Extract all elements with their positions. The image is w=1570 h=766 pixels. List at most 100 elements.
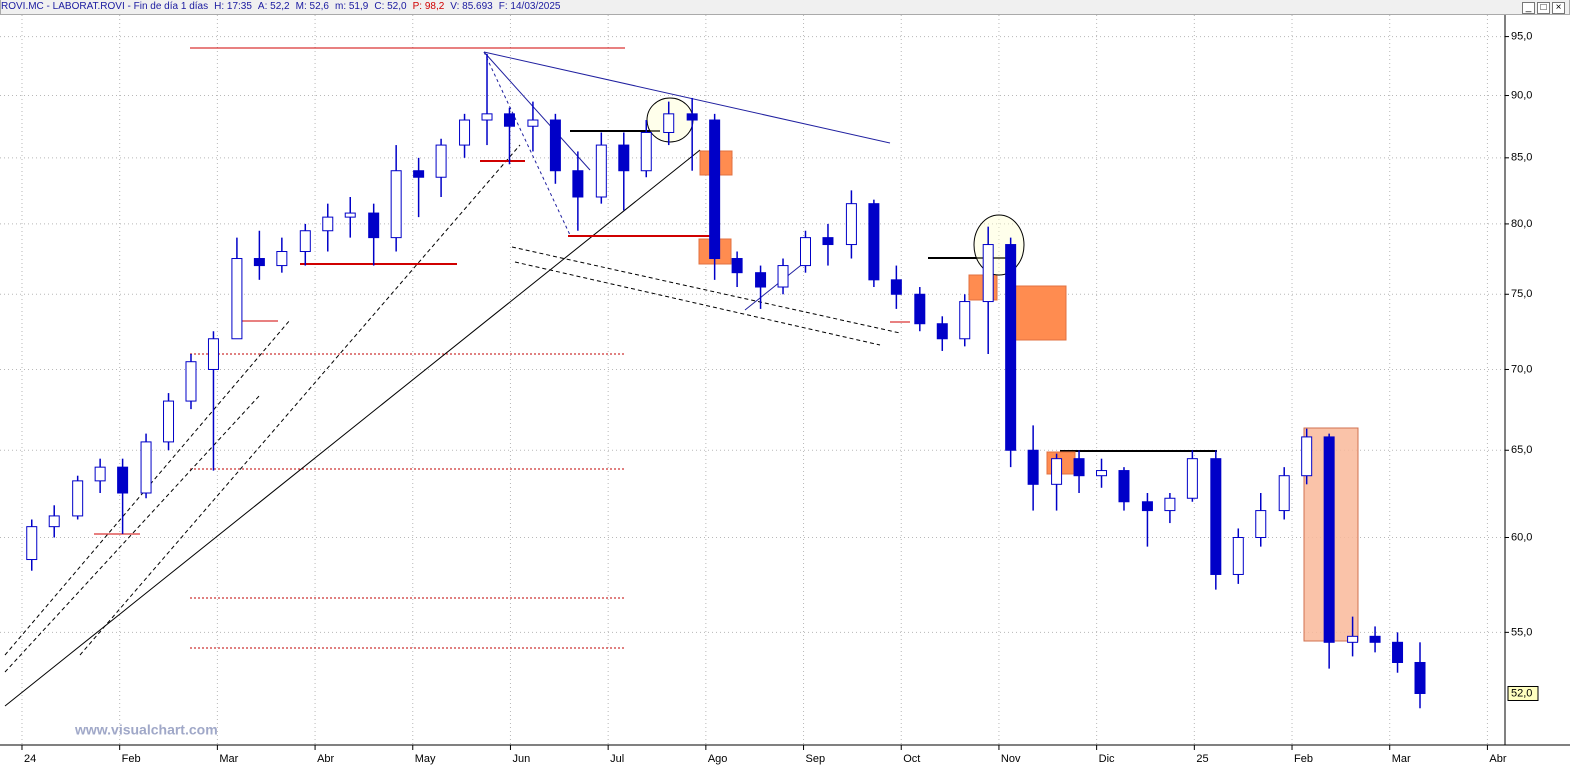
candle-body (48, 515, 60, 528)
header-field: H: 17:35 (214, 1, 252, 12)
x-tick-label: 24 (24, 753, 36, 765)
candle-body (1051, 458, 1063, 485)
candle-body (94, 466, 106, 482)
candle-body (435, 144, 447, 178)
header-field: A: 52,2 (257, 1, 290, 12)
candle-body (1347, 635, 1359, 643)
window-buttons[interactable]: _ □ × (1520, 1, 1565, 15)
gap-boxes (698, 150, 1076, 475)
x-tick-label: Oct (903, 753, 920, 765)
candle-body (231, 258, 243, 340)
support-lines (300, 160, 718, 265)
y-tick-label: 75,0 (1511, 288, 1532, 300)
candle-body (936, 323, 948, 340)
x-tick-label: May (415, 753, 436, 765)
trend-line (4, 149, 701, 707)
candle-body (1323, 436, 1335, 643)
candle-body (344, 212, 356, 218)
candle-body (413, 170, 425, 178)
candle-body (868, 203, 880, 281)
grid (0, 15, 1505, 745)
candle-body (890, 279, 902, 295)
annotations (4, 47, 1359, 707)
candle-body (163, 400, 175, 443)
candle-body (755, 272, 767, 288)
candle-body (640, 131, 652, 172)
x-tick-label: Mar (219, 753, 238, 765)
candle-body (1186, 458, 1198, 499)
candle-body (595, 144, 607, 198)
header-field: M: 52,6 (295, 1, 329, 12)
candle-body (822, 237, 834, 246)
candle-body (1096, 470, 1108, 477)
chart: www.visualchart.com 55,0 60,0 65,0 70,0 75,0… (0, 15, 1570, 765)
x-tick-label: Feb (122, 753, 141, 765)
header-field: V: 85.693 (450, 1, 493, 12)
candle-body (1232, 537, 1244, 575)
candle-body (663, 113, 675, 133)
watermark: www.visualchart.com (74, 722, 218, 738)
candle-body (299, 230, 311, 253)
candle-body (527, 119, 539, 127)
candle-body (799, 237, 811, 267)
fib-lines (190, 353, 625, 649)
candle-body (26, 526, 38, 561)
header-field: F: 14/03/2025 (498, 1, 561, 12)
candle-body (777, 265, 789, 288)
candle-body (731, 258, 743, 274)
candle-body (117, 466, 129, 494)
candle-body (72, 480, 84, 517)
header-field: P: 98,2 (412, 1, 445, 12)
y-tick-label: 60,0 (1511, 531, 1532, 543)
y-tick-label: 95,0 (1511, 30, 1532, 42)
candle-body (618, 144, 630, 172)
y-tick-label: 80,0 (1511, 218, 1532, 230)
x-tick-label: Jun (512, 753, 530, 765)
candle-body (1141, 501, 1153, 512)
x-tick-label: Jul (610, 753, 624, 765)
x-tick-label: Abr (317, 753, 334, 765)
candle-body (1369, 635, 1381, 643)
candle-body (185, 361, 197, 402)
candle-body (1005, 244, 1017, 451)
candle-body (845, 203, 857, 246)
x-tick-label: Ago (708, 753, 728, 765)
last-value-box (1507, 685, 1539, 701)
candle-body (1414, 661, 1426, 694)
candle-body (140, 441, 152, 494)
candle-body (481, 113, 493, 121)
candles (26, 53, 1426, 709)
y-tick-label: 90,0 (1511, 89, 1532, 101)
candle-body (1118, 470, 1130, 503)
candle-body (459, 119, 471, 146)
x-tick-label: Mar (1392, 753, 1411, 765)
candle-body (959, 301, 971, 340)
down-trend (483, 51, 591, 171)
header-field: C: 52,0 (374, 1, 407, 12)
candle-body (1073, 458, 1085, 477)
up-trend (744, 257, 811, 311)
header-field: m: 51,9 (334, 1, 369, 12)
candle-body (322, 216, 334, 232)
candle-body (686, 113, 698, 121)
candle-body (1164, 497, 1176, 512)
header-bar: ROVI.MC - LABORAT.ROVI - Fin de día 1 dí… (0, 0, 1570, 15)
x-tick-label: Abr (1489, 753, 1506, 765)
candle-body (914, 293, 926, 325)
down-trend (483, 51, 891, 144)
x-tick-label: Feb (1294, 753, 1313, 765)
candle-body (390, 170, 402, 239)
candle-body (1210, 458, 1222, 575)
candle-body (276, 251, 288, 267)
y-tick-label: 55,0 (1511, 626, 1532, 638)
candle-body (1255, 510, 1267, 539)
x-tick-label: Dic (1099, 753, 1115, 765)
candle-body (1301, 436, 1313, 477)
candle-body (1392, 641, 1404, 663)
candle-body (1278, 475, 1290, 512)
range-lines (570, 130, 1217, 452)
highlight-circle (973, 214, 1025, 276)
candle-body (207, 338, 219, 370)
y-tick-label: 70,0 (1511, 363, 1532, 375)
